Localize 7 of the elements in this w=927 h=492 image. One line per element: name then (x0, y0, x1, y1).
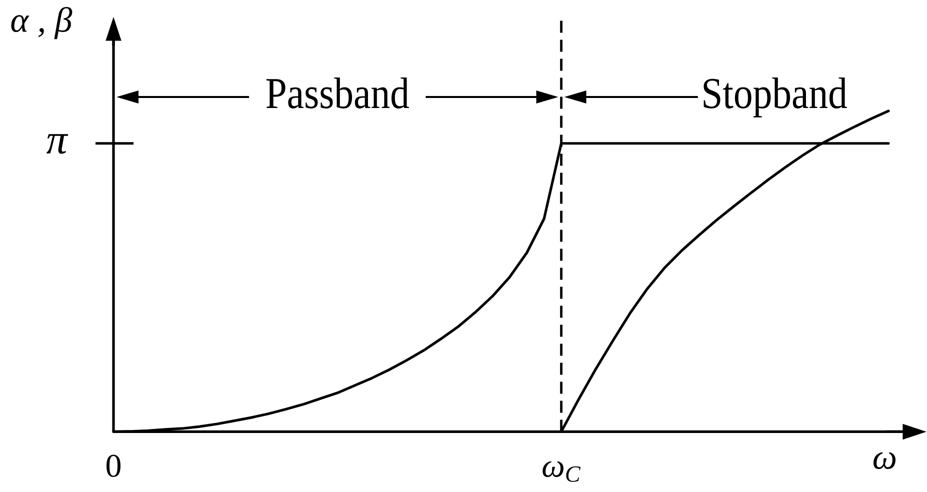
text: π (46, 134, 68, 154)
x-tick-label: 0 (106, 454, 120, 478)
x-axis-title: ω (874, 452, 896, 470)
y-axis-title: α , β (11, 7, 72, 40)
text: Passband (266, 77, 409, 108)
annotation: Stopband (704, 77, 847, 118)
x-tick-label: ω$_{C}$ (542, 461, 581, 482)
